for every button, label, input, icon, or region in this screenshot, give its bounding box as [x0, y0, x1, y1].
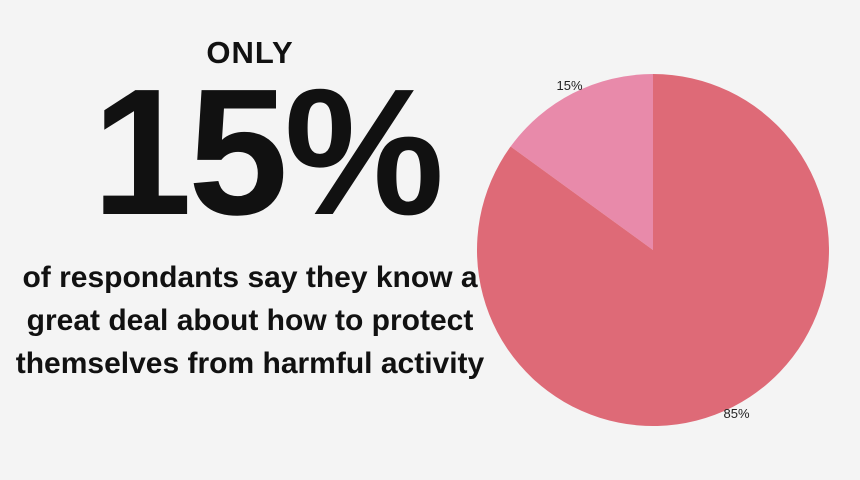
- pie-chart-container: 15% 85%: [470, 60, 840, 460]
- pie-slice-label-1: 85%: [723, 406, 749, 421]
- pie-slice-1: [476, 74, 829, 426]
- headline-stat: 15%: [92, 52, 444, 253]
- pie-slice-0: [510, 74, 653, 250]
- pie-labels: 15% 85%: [556, 78, 749, 421]
- pie-chart: 15% 85%: [476, 74, 829, 426]
- headline-description: of respondants say they know a great dea…: [15, 261, 485, 380]
- headline-kicker: ONLY: [206, 35, 294, 70]
- pie-slice-label-0: 15%: [556, 78, 582, 93]
- pie-slices: [476, 74, 829, 426]
- headline-panel: ONLY 15% of respondants say they know a …: [15, 35, 485, 380]
